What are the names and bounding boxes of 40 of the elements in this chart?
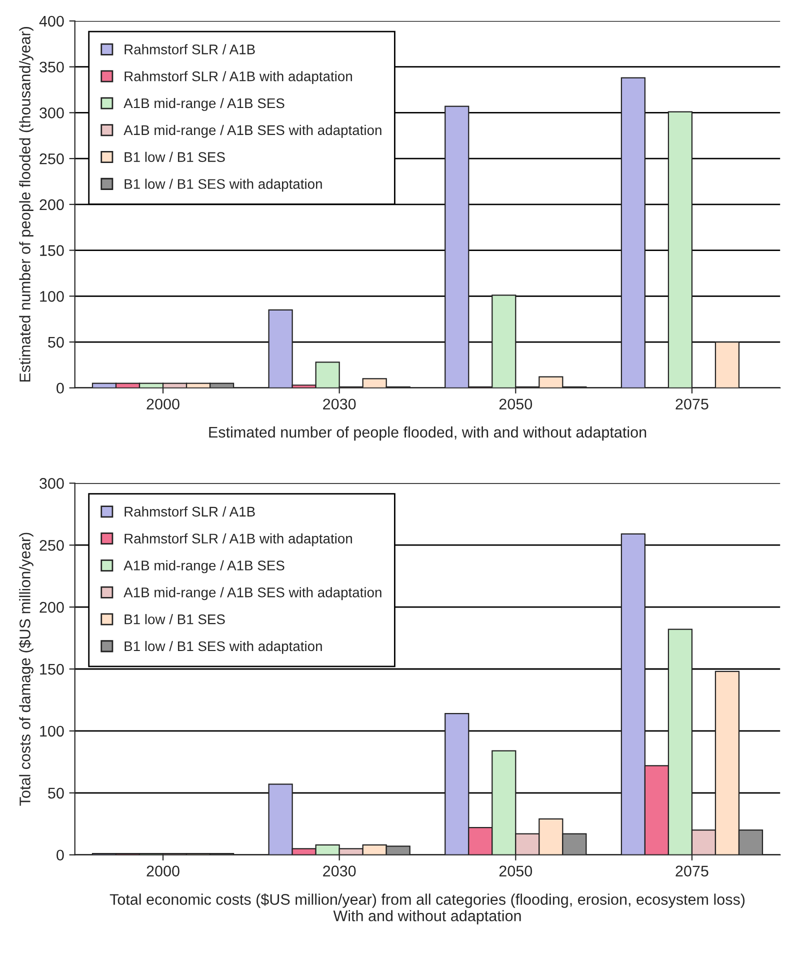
- x-tick-label: 2075: [676, 866, 708, 876]
- y-tick-label: 150: [40, 664, 64, 675]
- y-tick-label: 0: [56, 382, 64, 394]
- x-tick-label: 2050: [499, 866, 532, 876]
- legend-label: Rahmstorf SLR / A1B: [124, 506, 255, 517]
- legend-label: Rahmstorf SLR / A1B: [124, 44, 255, 54]
- y-tick-label: 300: [40, 478, 64, 489]
- y-tick-label: 350: [40, 62, 64, 73]
- y-tick-label: 0: [56, 850, 64, 861]
- x-tick-label: 2050: [499, 398, 532, 410]
- legend-label: B1 low / B1 SES: [124, 152, 225, 162]
- legend-label: B1 low / B1 SES with adaptation: [124, 640, 322, 654]
- x-tick-label: 2030: [323, 398, 356, 410]
- legend-label: A1B mid-range / A1B SES with adaptation: [124, 124, 382, 138]
- legend-label: B1 low / B1 SES: [124, 614, 225, 624]
- y-tick-label: 200: [40, 602, 64, 613]
- y-tick-label: 400: [39, 16, 64, 27]
- legend-label: A1B mid-range / A1B SES: [124, 98, 284, 111]
- y-tick-label: 300: [40, 108, 64, 118]
- y-axis-title: Total costs of damage ($US million/year): [18, 532, 34, 806]
- y-tick-label: 200: [40, 199, 64, 210]
- legend-label: Rahmstorf SLR / A1B with adaptation: [124, 71, 352, 84]
- y-axis-title: Estimated number of people flooded (thousand/year): [19, 27, 34, 382]
- y-tick-label: 50: [48, 336, 64, 348]
- x-axis-title: Estimated number of people flooded, with and without adaptation: [209, 426, 646, 441]
- x-tick-label: 2000: [146, 866, 180, 876]
- x-tick-label: 2030: [323, 866, 356, 876]
- legend-label: A1B mid-range / A1B SES with adaptation: [124, 587, 382, 600]
- x-tick-label: 2075: [676, 398, 708, 410]
- y-tick-label: 150: [40, 245, 64, 256]
- legend-label: Rahmstorf SLR / A1B with adaptation: [124, 533, 352, 546]
- y-tick-label: 250: [40, 153, 64, 164]
- y-tick-label: 100: [40, 726, 64, 737]
- x-axis-title: Total economic costs ($US million/year) from all categories (flooding, erosion, ecosystem loss) With and without adaptation: [110, 893, 745, 924]
- y-tick-label: 100: [40, 291, 64, 302]
- legend-label: B1 low / B1 SES with adaptation: [124, 178, 322, 192]
- x-tick-label: 2000: [146, 398, 180, 410]
- y-tick-label: 50: [48, 788, 64, 799]
- legend-label: A1B mid-range / A1B SES: [124, 560, 284, 574]
- y-tick-label: 250: [40, 540, 64, 551]
